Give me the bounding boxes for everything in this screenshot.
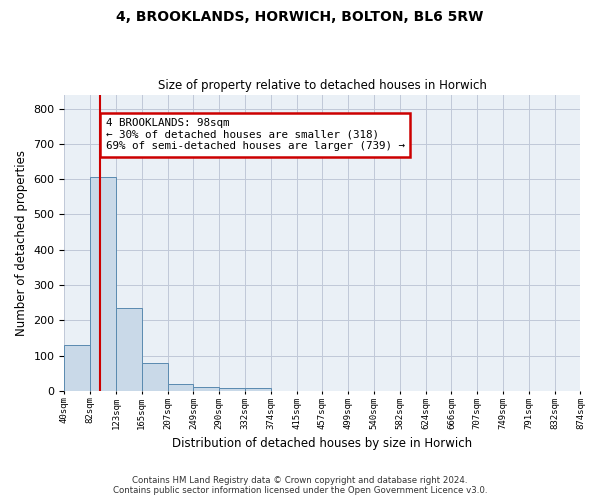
Bar — [142, 362, 167, 391]
Text: Contains HM Land Registry data © Crown copyright and database right 2024.
Contai: Contains HM Land Registry data © Crown c… — [113, 476, 487, 495]
Bar — [64, 345, 90, 391]
Title: Size of property relative to detached houses in Horwich: Size of property relative to detached ho… — [158, 79, 487, 92]
Bar — [90, 178, 116, 391]
Text: 4 BROOKLANDS: 98sqm
← 30% of detached houses are smaller (318)
69% of semi-detac: 4 BROOKLANDS: 98sqm ← 30% of detached ho… — [106, 118, 404, 152]
Bar — [116, 308, 142, 391]
Y-axis label: Number of detached properties: Number of detached properties — [15, 150, 28, 336]
Bar — [245, 388, 271, 391]
Bar — [219, 388, 245, 391]
X-axis label: Distribution of detached houses by size in Horwich: Distribution of detached houses by size … — [172, 437, 473, 450]
Bar — [167, 384, 193, 391]
Bar — [193, 386, 219, 391]
Text: 4, BROOKLANDS, HORWICH, BOLTON, BL6 5RW: 4, BROOKLANDS, HORWICH, BOLTON, BL6 5RW — [116, 10, 484, 24]
